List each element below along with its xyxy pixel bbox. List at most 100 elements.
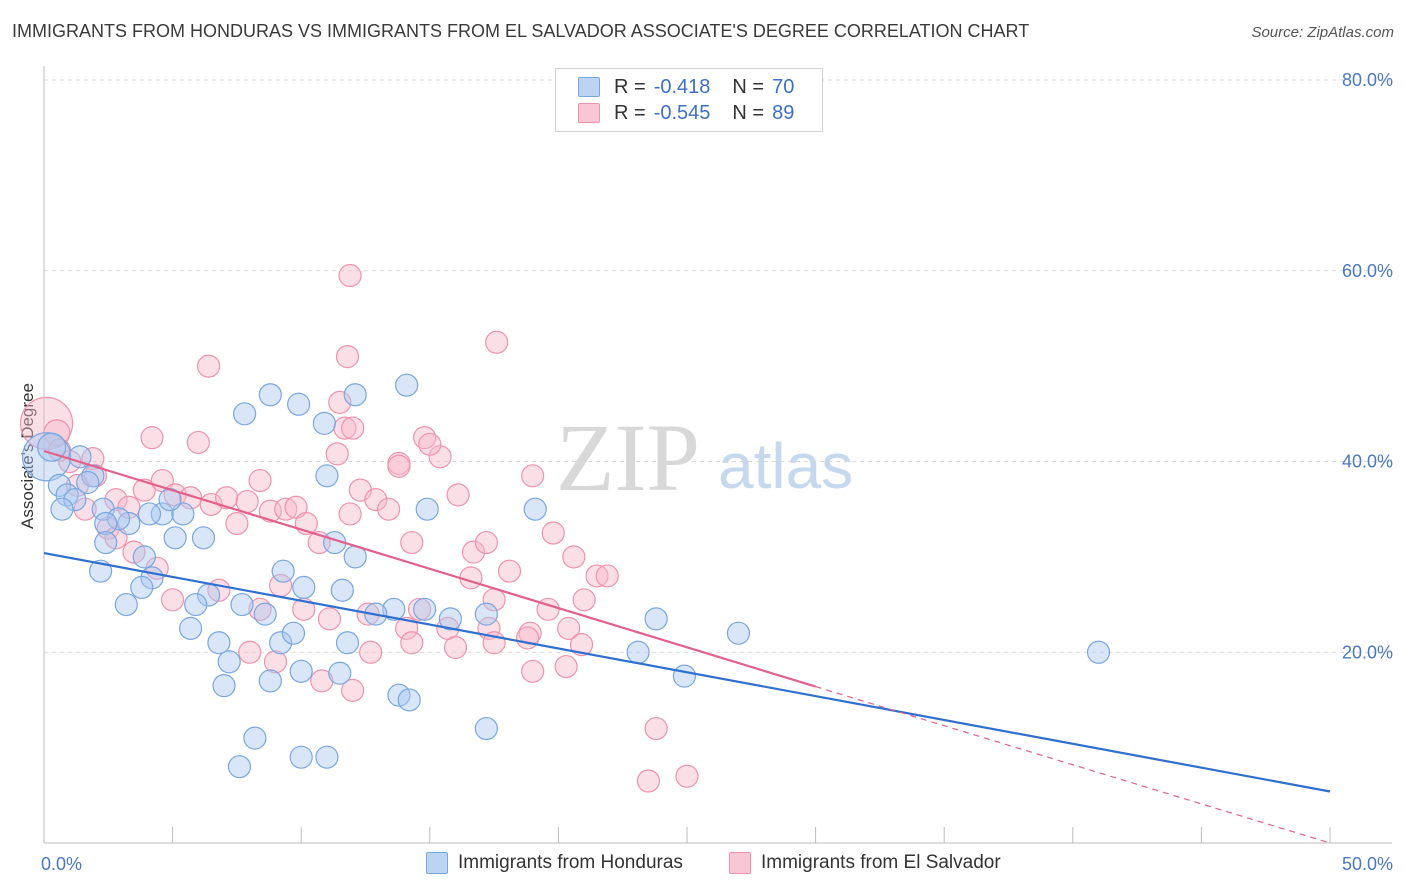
legend-item-el-salvador: Immigrants from El Salvador bbox=[729, 852, 1001, 874]
data-point-el-salvador bbox=[428, 445, 452, 469]
data-point-honduras bbox=[1086, 640, 1111, 664]
data-point-el-salvador bbox=[225, 511, 249, 536]
data-point-honduras bbox=[217, 650, 241, 674]
data-point-el-salvador bbox=[215, 486, 239, 510]
legend-n-label: N = bbox=[732, 101, 765, 124]
data-point-el-salvador bbox=[235, 489, 259, 514]
data-point-honduras bbox=[292, 575, 316, 599]
data-point-el-salvador bbox=[557, 616, 581, 641]
legend-label-honduras: Immigrants from Honduras bbox=[458, 852, 683, 873]
legend-row-el-salvador: R = -0.545 N = 89 bbox=[578, 100, 794, 126]
data-point-el-salvador bbox=[418, 432, 442, 456]
data-point-el-salvador bbox=[197, 354, 221, 378]
data-point-honduras bbox=[63, 488, 87, 512]
data-point-el-salvador bbox=[317, 607, 342, 631]
data-point-el-salvador bbox=[554, 654, 578, 679]
data-point-el-salvador bbox=[161, 588, 185, 612]
data-point-el-salvador bbox=[562, 545, 586, 569]
data-point-honduras bbox=[207, 631, 231, 655]
data-point-el-salvador bbox=[104, 488, 128, 512]
data-point-el-salvador bbox=[238, 640, 262, 664]
data-point-honduras bbox=[163, 526, 187, 550]
data-point-el-salvador bbox=[572, 588, 596, 612]
data-point-el-salvador bbox=[541, 521, 565, 545]
legend-item-honduras: Immigrants from Honduras bbox=[426, 852, 683, 874]
data-point-honduras bbox=[130, 575, 154, 599]
data-point-el-salvador bbox=[474, 530, 498, 555]
data-point-honduras bbox=[47, 473, 72, 497]
data-point-honduras bbox=[289, 659, 313, 683]
axes bbox=[43, 66, 1392, 844]
legend-n-value: 70 bbox=[772, 75, 795, 98]
data-point-honduras bbox=[395, 373, 419, 397]
data-point-honduras bbox=[382, 597, 406, 621]
watermark-zip: ZIP bbox=[556, 404, 700, 511]
watermark-atlas: atlas bbox=[718, 430, 853, 502]
data-point-el-salvador bbox=[335, 344, 360, 369]
data-point-honduras bbox=[68, 445, 92, 469]
legend-n-label: N = bbox=[732, 75, 765, 98]
watermark: ZIP atlas bbox=[556, 404, 853, 511]
chart-source: Source: ZipAtlas.com bbox=[1251, 24, 1394, 41]
data-point-honduras bbox=[413, 597, 437, 621]
legend-row-honduras: R = -0.418 N = 70 bbox=[578, 74, 794, 100]
data-point-honduras bbox=[212, 674, 236, 698]
data-point-el-salvador bbox=[400, 530, 424, 555]
series-honduras-points bbox=[21, 373, 1111, 779]
data-point-honduras bbox=[397, 688, 421, 712]
data-point-honduras bbox=[137, 502, 162, 526]
legend-swatch-honduras bbox=[578, 77, 600, 97]
data-point-honduras bbox=[343, 383, 367, 407]
data-point-honduras bbox=[258, 669, 282, 693]
data-point-honduras bbox=[315, 745, 339, 769]
data-point-honduras bbox=[179, 616, 203, 641]
data-point-el-salvador bbox=[585, 564, 609, 588]
data-point-el-salvador bbox=[595, 564, 619, 588]
data-point-honduras bbox=[150, 502, 174, 526]
data-point-el-salvador bbox=[644, 716, 668, 741]
correlation-legend: R = -0.418 N = 70 R = -0.545 N = 89 bbox=[555, 68, 823, 132]
data-point-el-salvador bbox=[341, 416, 365, 440]
data-point-honduras bbox=[114, 592, 138, 617]
data-point-honduras bbox=[253, 602, 277, 626]
legend-label-el-salvador: Immigrants from El Salvador bbox=[761, 852, 1001, 873]
data-point-honduras bbox=[438, 607, 462, 631]
data-point-el-salvador bbox=[459, 566, 483, 590]
data-point-el-salvador bbox=[515, 626, 540, 650]
trend-line-el-salvador bbox=[43, 449, 816, 688]
data-point-el-salvador bbox=[248, 468, 272, 493]
data-point-honduras bbox=[106, 507, 131, 531]
data-point-honduras bbox=[94, 511, 118, 536]
y-tick-label: 80.0% bbox=[1342, 70, 1393, 90]
data-point-el-salvador bbox=[497, 559, 522, 583]
legend-r-value: -0.418 bbox=[653, 75, 711, 98]
data-point-honduras bbox=[626, 640, 650, 664]
data-point-el-salvador bbox=[485, 330, 509, 354]
data-point-honduras bbox=[132, 545, 156, 569]
data-point-el-salvador bbox=[132, 478, 156, 502]
data-point-el-salvador bbox=[569, 633, 594, 657]
data-point-honduras bbox=[672, 664, 697, 688]
data-point-el-salvador bbox=[140, 426, 164, 450]
data-point-honduras bbox=[76, 470, 100, 495]
gridlines bbox=[44, 79, 1392, 653]
data-point-honduras bbox=[233, 402, 257, 426]
data-point-el-salvador bbox=[443, 635, 468, 660]
data-point-honduras bbox=[37, 432, 67, 462]
trend-lines bbox=[43, 449, 1331, 844]
y-tick-label: 60.0% bbox=[1342, 261, 1393, 281]
data-point-el-salvador bbox=[521, 659, 545, 683]
data-point-el-salvador bbox=[395, 616, 419, 641]
legend-n-value: 89 bbox=[772, 101, 795, 124]
y-tick-label: 20.0% bbox=[1342, 642, 1393, 662]
data-point-honduras bbox=[21, 432, 72, 482]
legend-swatch-honduras bbox=[426, 852, 448, 874]
data-point-el-salvador bbox=[325, 442, 349, 466]
data-point-honduras bbox=[94, 530, 118, 555]
data-point-el-salvador bbox=[446, 483, 470, 507]
tick-labels: 20.0% 40.0% 60.0% 80.0% 0.0% 50.0% bbox=[41, 70, 1393, 874]
data-point-honduras bbox=[227, 755, 252, 779]
legend-r-label: R = bbox=[614, 75, 646, 98]
data-point-el-salvador bbox=[377, 497, 401, 521]
